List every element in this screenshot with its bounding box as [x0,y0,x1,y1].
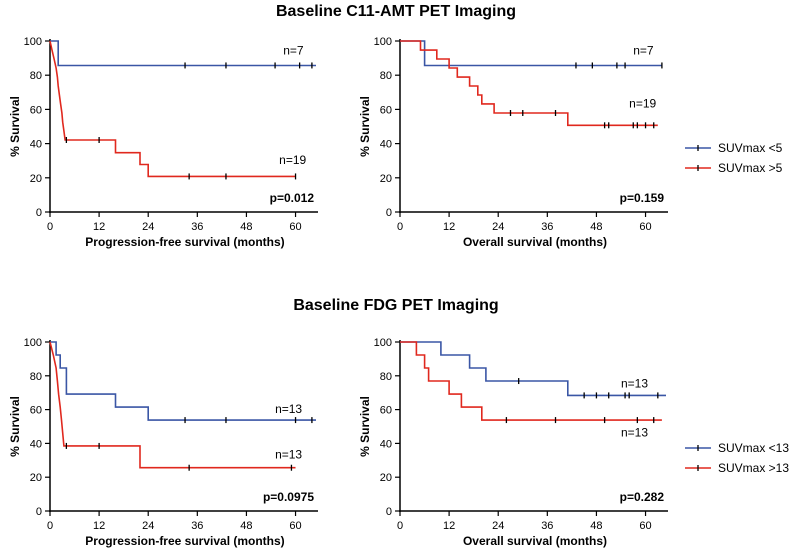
x-tick-label: 48 [590,221,602,233]
y-tick-label: 100 [24,36,42,48]
legend-label: SUVmax >5 [718,161,783,175]
y-tick-label: 60 [380,405,392,417]
x-tick-label: 60 [639,520,651,532]
x-axis-label: Overall survival (months) [463,534,607,548]
p-value: p=0.0975 [263,490,314,504]
y-tick-label: 40 [30,139,42,151]
km-curve [49,341,296,469]
n-label: n=7 [283,44,304,58]
y-tick-label: 80 [380,70,392,82]
km-curve [400,40,658,127]
y-tick-label: 40 [380,139,392,151]
n-label: n=7 [633,44,654,58]
x-tick-label: 24 [492,221,504,233]
legend-2: SUVmax <13 SUVmax >13 [685,441,789,475]
y-tick-label: 40 [380,438,392,450]
km-panel-2: 0 20 40 60 80 100 0 12 24 36 48 60 % Survival Overall… [358,36,668,249]
y-tick-label: 20 [30,472,42,484]
n-label: n=13 [621,426,648,440]
km-panel-3: 0 20 40 60 80 100 0 12 24 36 48 60 % Survival Progres… [8,337,318,548]
x-tick-label: 0 [47,221,53,233]
y-tick-label: 60 [380,104,392,116]
x-tick-label: 12 [443,520,455,532]
y-tick-label: 100 [24,337,42,349]
series-red: n=19 [400,40,658,129]
x-tick-label: 0 [397,520,403,532]
x-axis-label: Overall survival (months) [463,235,607,249]
x-axis-label: Progression-free survival (months) [85,235,284,249]
y-tick-label: 100 [374,36,392,48]
n-label: n=13 [275,448,302,462]
km-curve [400,341,662,421]
x-tick-label: 0 [397,221,403,233]
km-curve [49,40,296,178]
series-red: n=19 [49,40,307,180]
km-panel-4: 0 20 40 60 80 100 0 12 24 36 48 60 % Survival Overall… [358,337,668,548]
y-axis-label: % Survival [358,96,372,157]
legend-label: SUVmax <5 [718,141,783,155]
y-axis-label: % Survival [358,396,372,457]
x-tick-label: 12 [443,221,455,233]
x-tick-label: 48 [590,520,602,532]
x-tick-label: 12 [93,520,105,532]
y-tick-label: 20 [380,472,392,484]
x-tick-label: 48 [240,221,252,233]
legend-label: SUVmax >13 [718,461,789,475]
km-curve [50,40,316,67]
top-figure-title: Baseline C11-AMT PET Imaging [276,3,516,20]
x-tick-label: 12 [93,221,105,233]
km-curve [400,341,666,397]
legend-1: SUVmax <5 SUVmax >5 [685,141,783,175]
p-value: p=0.282 [620,490,665,504]
series-blue: n=7 [50,40,316,69]
p-value: p=0.159 [620,191,665,205]
legend-label: SUVmax <13 [718,441,789,455]
p-value: p=0.012 [270,191,315,205]
km-curve [50,341,316,421]
y-tick-label: 0 [36,506,42,518]
x-tick-label: 60 [289,221,301,233]
km-panel-1: 0 20 40 60 80 100 0 12 24 36 48 60 % Survival Progres… [8,36,318,249]
y-tick-label: 100 [374,337,392,349]
x-tick-label: 60 [639,221,651,233]
bottom-figure-title: Baseline FDG PET Imaging [293,297,498,314]
y-tick-label: 80 [380,371,392,383]
n-label: n=13 [275,402,302,416]
y-tick-label: 80 [30,70,42,82]
series-blue: n=13 [400,341,666,399]
n-label: n=19 [279,153,306,167]
n-label: n=13 [621,377,648,391]
x-tick-label: 36 [541,221,553,233]
y-tick-label: 80 [30,371,42,383]
y-tick-label: 0 [386,207,392,219]
series-blue: n=7 [400,40,663,69]
y-tick-label: 20 [30,173,42,185]
series-blue: n=13 [50,341,316,424]
y-axis-label: % Survival [8,96,22,157]
x-tick-label: 24 [142,520,154,532]
x-tick-label: 36 [191,520,203,532]
x-tick-label: 36 [191,221,203,233]
km-curve [400,40,662,67]
y-axis-label: % Survival [8,396,22,457]
y-tick-label: 60 [30,104,42,116]
series-red: n=13 [49,341,302,471]
x-tick-label: 0 [47,520,53,532]
n-label: n=19 [629,97,656,111]
x-tick-label: 24 [492,520,504,532]
series-red: n=13 [400,341,662,440]
x-tick-label: 60 [289,520,301,532]
y-tick-label: 60 [30,405,42,417]
y-tick-label: 20 [380,173,392,185]
x-axis-label: Progression-free survival (months) [85,534,284,548]
x-tick-label: 48 [240,520,252,532]
y-tick-label: 0 [36,207,42,219]
x-tick-label: 36 [541,520,553,532]
x-tick-label: 24 [142,221,154,233]
y-tick-label: 40 [30,438,42,450]
y-tick-label: 0 [386,506,392,518]
